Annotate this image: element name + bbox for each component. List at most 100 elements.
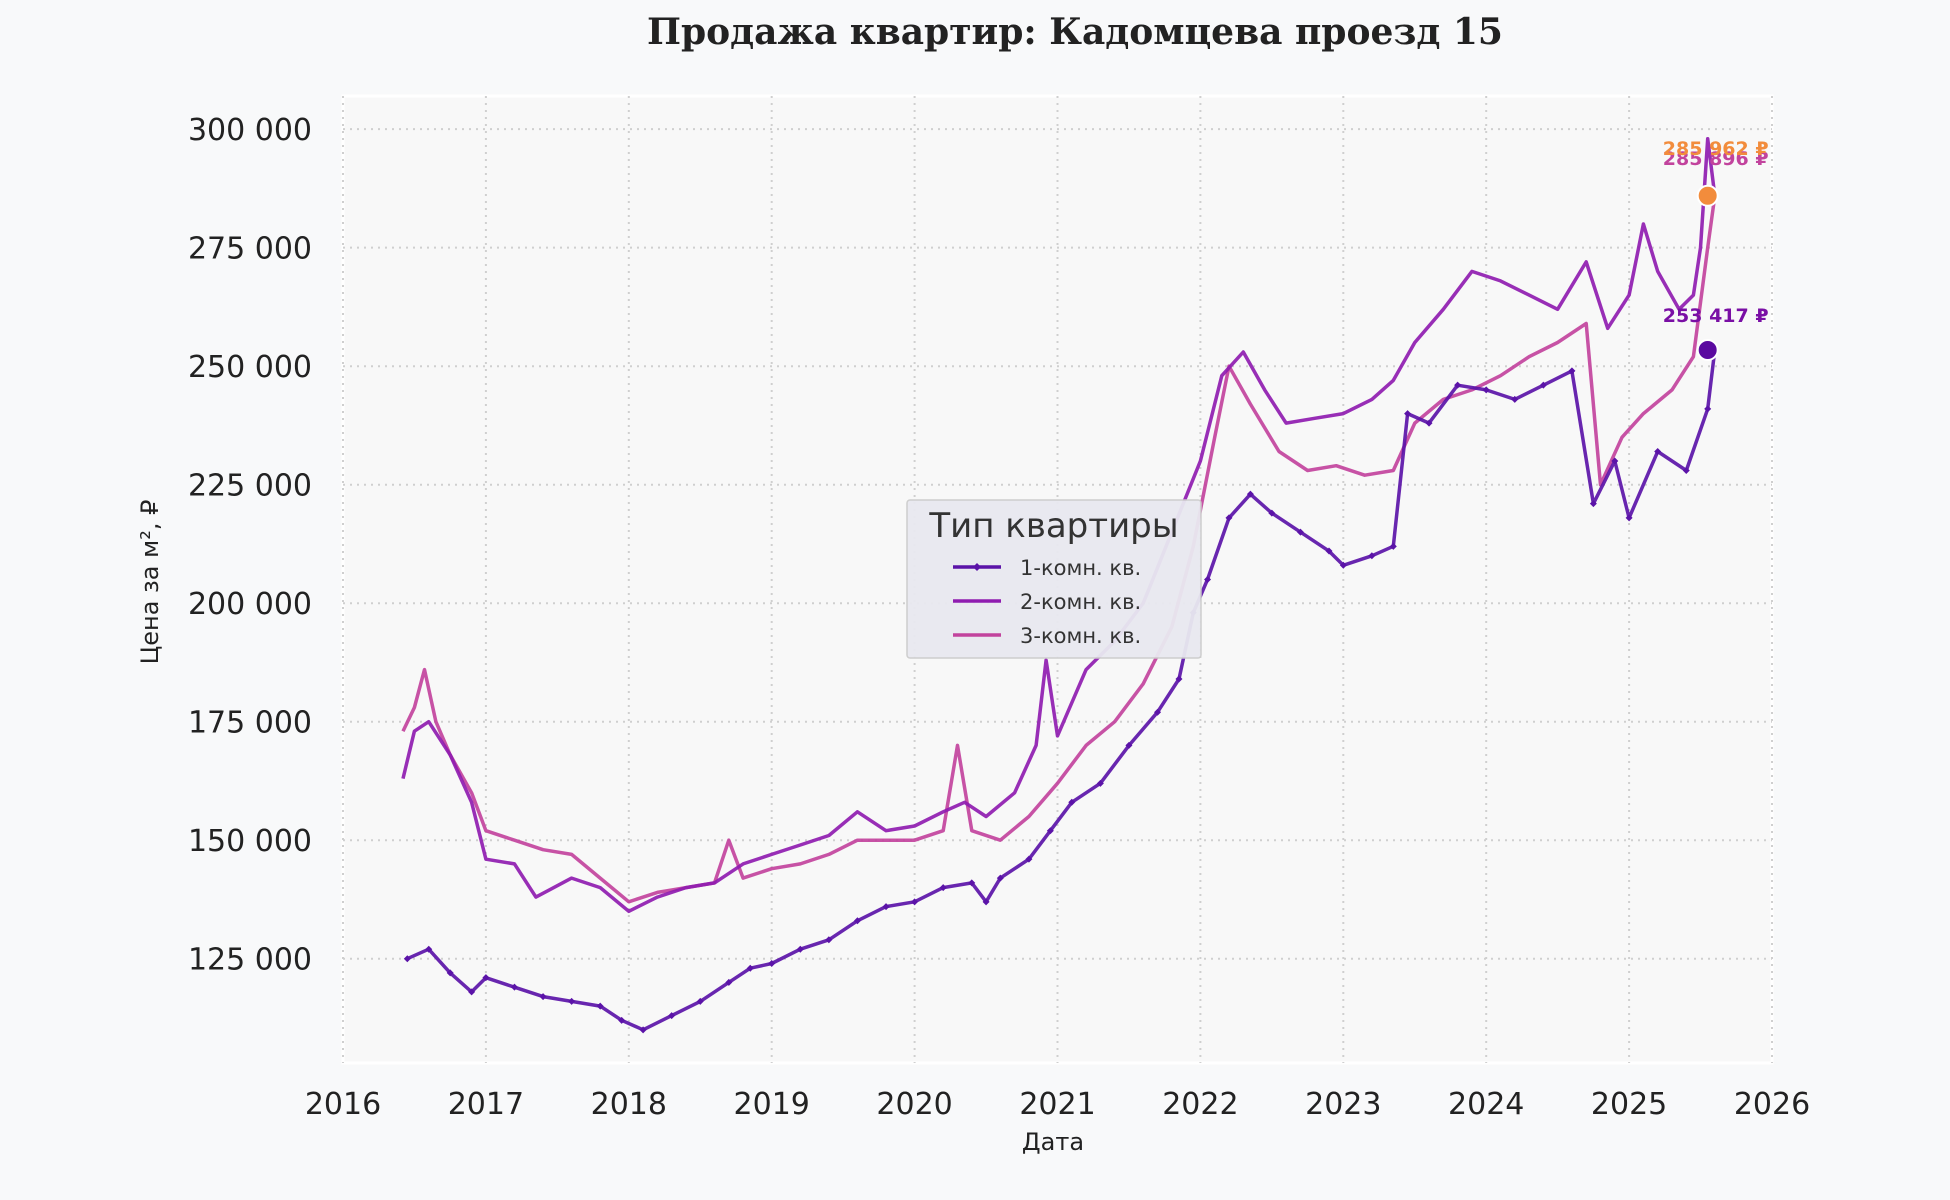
data-point	[482, 974, 490, 982]
data-point	[1539, 381, 1547, 389]
y-tick-label: 225 000	[188, 469, 312, 504]
data-point	[596, 1002, 604, 1010]
annotation-layer: 253 417 ₽ 285 896 ₽285 962 ₽	[1663, 138, 1769, 361]
data-point	[1296, 528, 1304, 536]
data-point	[403, 955, 411, 963]
x-axis-ticks: 2016 2017 2018 2019 2020 2021 2022 2023 2024 2025…	[305, 1087, 1810, 1122]
legend-label: 2-комн. кв.	[1020, 590, 1141, 614]
data-point	[668, 1012, 676, 1020]
data-point	[768, 959, 776, 967]
data-point	[825, 936, 833, 944]
series-3	[401, 195, 1717, 904]
data-point	[425, 945, 433, 953]
legend-item: 3-комн. кв.	[953, 624, 1141, 648]
series-line	[401, 136, 1717, 914]
data-point	[1568, 367, 1576, 375]
data-point	[1511, 395, 1519, 403]
value-annotation: 285 896 ₽	[1663, 148, 1769, 170]
x-tick-label: 2020	[876, 1087, 952, 1122]
data-point	[1125, 741, 1133, 749]
value-annotation: 253 417 ₽	[1663, 305, 1769, 327]
data-point	[1425, 419, 1433, 427]
legend-label: 3-комн. кв.	[1020, 624, 1141, 648]
legend-title: Тип квартиры	[928, 506, 1178, 546]
data-point	[1704, 405, 1712, 413]
y-tick-label: 275 000	[188, 232, 312, 267]
data-point	[1625, 514, 1633, 522]
endpoint-marker	[1696, 338, 1719, 361]
data-point	[882, 903, 890, 911]
y-tick-label: 150 000	[188, 824, 312, 859]
data-point	[996, 874, 1004, 882]
data-point	[1225, 514, 1233, 522]
data-point	[1611, 457, 1619, 465]
data-point	[1175, 675, 1183, 683]
data-point	[568, 997, 576, 1005]
data-point	[1454, 381, 1462, 389]
legend-box	[906, 499, 1202, 659]
y-tick-label: 300 000	[188, 113, 312, 148]
y-axis-ticks: 125 000 150 000 175 000 200 000 225 000 250 0…	[188, 113, 312, 978]
data-point	[1268, 509, 1276, 517]
x-tick-label: 2016	[305, 1087, 381, 1122]
x-tick-label: 2018	[591, 1087, 667, 1122]
legend: Тип квартиры 1-комн. кв. 2-комн. кв. 3-ком…	[906, 499, 1202, 659]
data-point	[939, 884, 947, 892]
x-tick-label: 2021	[1019, 1087, 1095, 1122]
data-point	[746, 964, 754, 972]
x-tick-label: 2023	[1305, 1087, 1381, 1122]
x-tick-label: 2022	[1162, 1087, 1238, 1122]
x-tick-label: 2024	[1448, 1087, 1524, 1122]
data-point	[446, 969, 454, 977]
y-tick-label: 200 000	[188, 587, 312, 622]
data-point	[618, 1016, 626, 1024]
data-point	[1246, 490, 1254, 498]
y-tick-label: 250 000	[188, 350, 312, 385]
x-tick-label: 2017	[448, 1087, 524, 1122]
data-point	[725, 978, 733, 986]
legend-label: 1-комн. кв.	[1020, 556, 1141, 580]
x-tick-label: 2025	[1591, 1087, 1667, 1122]
data-point	[968, 879, 976, 887]
data-point	[853, 917, 861, 925]
data-point	[982, 898, 990, 906]
data-point	[1096, 779, 1104, 787]
series-2	[401, 136, 1717, 914]
legend-item: 1-комн. кв.	[953, 556, 1141, 580]
data-point	[1025, 855, 1033, 863]
data-point	[1404, 410, 1412, 418]
data-point	[639, 1026, 647, 1034]
data-point	[468, 988, 476, 996]
data-point	[1325, 547, 1333, 555]
y-axis-label: Цена за м², ₽	[136, 500, 164, 665]
legend-marker	[973, 563, 981, 571]
data-point	[696, 997, 704, 1005]
legend-item: 2-комн. кв.	[953, 590, 1141, 614]
endpoint-marker	[1696, 184, 1719, 207]
series-line	[401, 195, 1717, 904]
x-tick-label: 2026	[1734, 1087, 1810, 1122]
data-point	[1589, 500, 1597, 508]
data-point	[796, 945, 804, 953]
chart-title: Продажа квартир: Кадомцева проезд 15	[647, 11, 1503, 53]
series-layer	[401, 136, 1719, 1034]
data-point	[1068, 798, 1076, 806]
x-tick-label: 2019	[734, 1087, 810, 1122]
data-point	[1389, 542, 1397, 550]
data-point	[1368, 552, 1376, 560]
data-point	[1046, 827, 1054, 835]
data-point	[1204, 576, 1212, 583]
value-annotation: 285 962 ₽	[1663, 138, 1769, 160]
y-tick-label: 125 000	[188, 943, 312, 978]
gridlines	[342, 96, 1773, 1063]
data-point	[1482, 386, 1490, 394]
data-point	[1654, 448, 1662, 456]
data-point	[1154, 708, 1162, 716]
legend-items: 1-комн. кв. 2-комн. кв. 3-комн. кв.	[953, 556, 1141, 648]
data-point	[1682, 466, 1690, 474]
series-1	[403, 346, 1719, 1034]
data-point	[911, 898, 919, 906]
data-point	[1339, 561, 1347, 569]
